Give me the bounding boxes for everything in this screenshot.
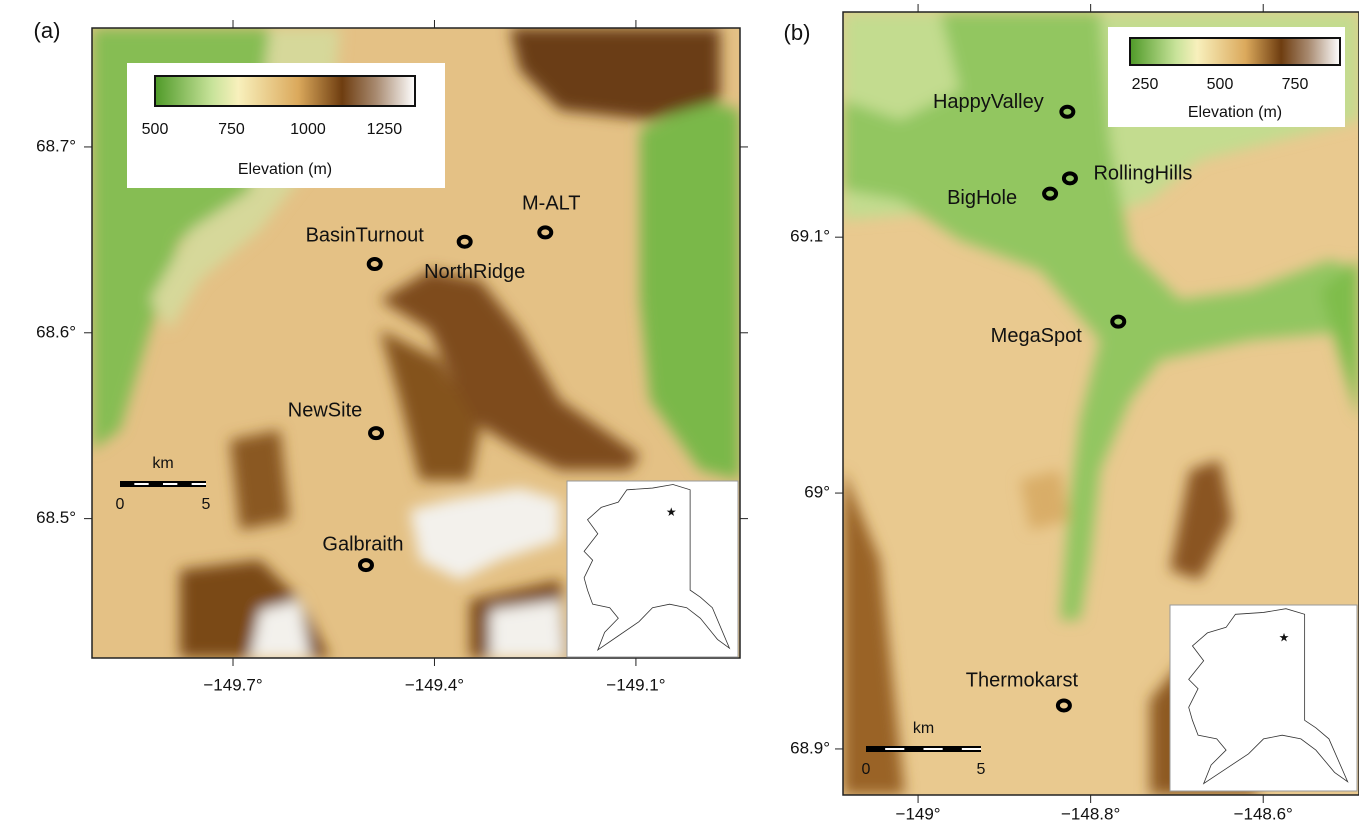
site-label: BasinTurnout [306, 224, 425, 246]
x-tick-label: −148.6° [1234, 804, 1293, 823]
x-tick-label: −149° [896, 804, 941, 823]
scale-bar-tick: 0 [116, 496, 125, 513]
site-label: MegaSpot [991, 325, 1083, 347]
colorbar-tick-label: 500 [142, 121, 169, 138]
colorbar-tick-label: 250 [1132, 76, 1159, 93]
x-tick-label: −149.7° [203, 675, 262, 694]
inset-star: ★ [666, 505, 677, 519]
colorbar-tick-label: 1250 [367, 121, 403, 138]
scale-bar-segment [192, 483, 206, 485]
site-label: M-ALT [522, 193, 581, 215]
y-tick-label: 68.7° [36, 136, 76, 155]
scale-bar-segment [924, 748, 943, 750]
inset-star: ★ [1279, 631, 1290, 645]
scale-bar-segment [962, 748, 981, 750]
colorbar [155, 76, 415, 106]
site-label: NewSite [288, 399, 362, 421]
site-label: NorthRidge [424, 261, 525, 283]
colorbar-tick-label: 750 [1282, 76, 1309, 93]
scale-bar-tick: 5 [202, 496, 211, 513]
scale-bar-tick: 5 [977, 761, 986, 778]
page: {"panels": [ {"label": "(a)", "xlim": [-… [0, 0, 1359, 827]
scale-bar-segment [885, 748, 904, 750]
scale-bar-segment [163, 483, 177, 485]
x-tick-label: −148.8° [1061, 804, 1120, 823]
scale-bar-unit: km [913, 720, 934, 737]
panel-label: (b) [784, 20, 811, 45]
inset-map [567, 481, 738, 657]
y-tick-label: 68.9° [790, 738, 830, 757]
colorbar-label: Elevation (m) [1188, 104, 1282, 121]
inset-map [1170, 605, 1357, 791]
x-tick-label: −149.4° [405, 675, 464, 694]
colorbar-label: Elevation (m) [238, 161, 332, 178]
colorbar [1130, 38, 1340, 65]
x-tick-label: −149.1° [606, 675, 665, 694]
panel-label: (a) [34, 18, 61, 43]
site-label: RollingHills [1093, 163, 1192, 185]
figure: (a) (b) −149.7° −149.4° −149.1° 68.5° 68.6° 6… [0, 0, 1359, 827]
colorbar-tick-label: 1000 [290, 121, 326, 138]
y-tick-label: 69.1° [790, 227, 830, 246]
site-label: HappyValley [933, 91, 1044, 113]
site-label: Galbraith [322, 533, 403, 555]
site-label: Thermokarst [966, 670, 1079, 692]
scale-bar-unit: km [152, 455, 173, 472]
colorbar-tick-label: 500 [1207, 76, 1234, 93]
scale-bar-segment [134, 483, 148, 485]
scale-bar-tick: 0 [862, 761, 871, 778]
y-tick-label: 68.6° [36, 322, 76, 341]
y-tick-label: 68.5° [36, 508, 76, 527]
colorbar-tick-label: 750 [218, 121, 245, 138]
site-label: BigHole [947, 187, 1017, 209]
y-tick-label: 69° [804, 483, 830, 502]
